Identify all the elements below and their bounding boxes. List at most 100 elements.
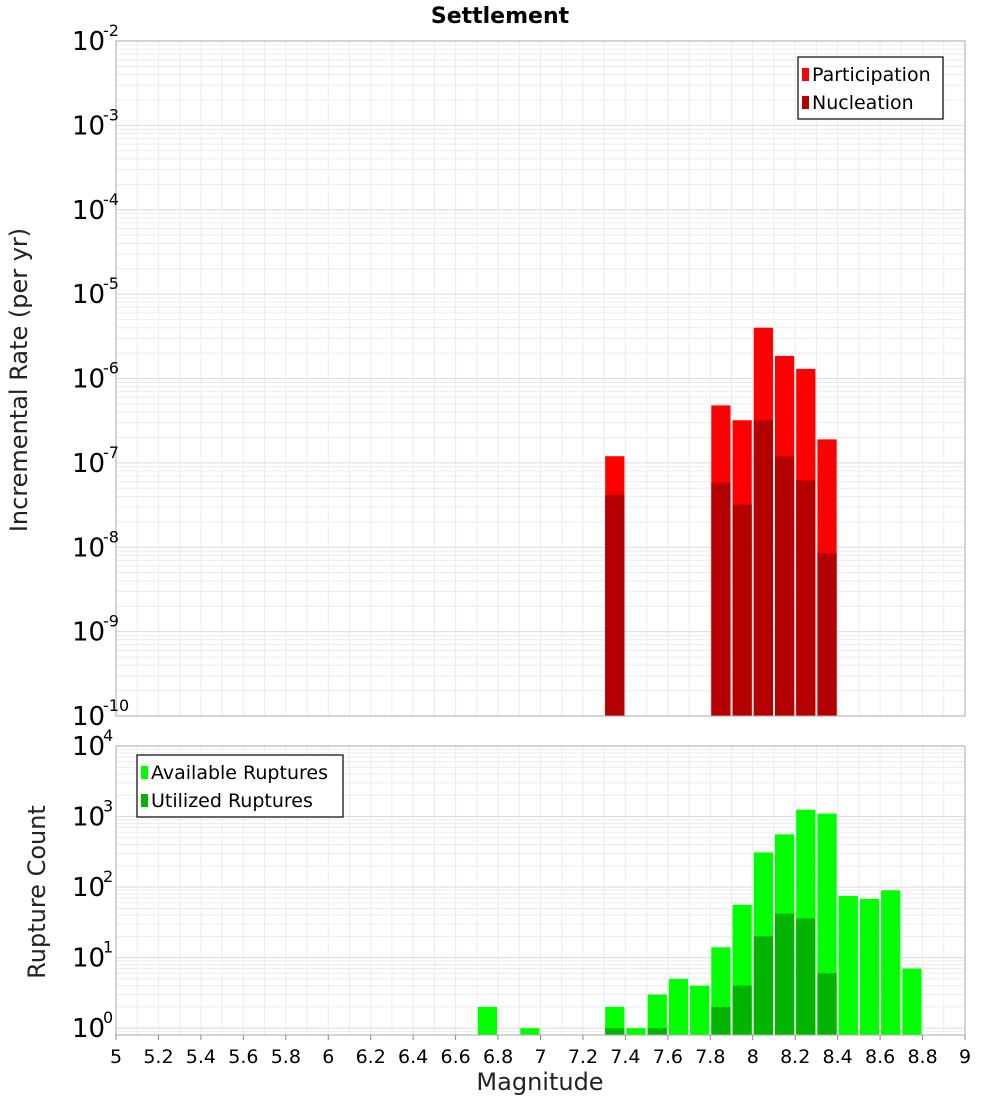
x-tick-label: 9: [959, 1046, 971, 1068]
y-tick-exponent: 0: [103, 1008, 113, 1027]
y-tick-label: 104: [72, 726, 113, 762]
y-tick-label: 100: [72, 1008, 113, 1044]
y-tick-exponent: -8: [103, 527, 119, 546]
legend-swatch: [802, 68, 809, 81]
y-tick-label: 10-2: [72, 21, 119, 57]
legend-label: Utilized Ruptures: [151, 790, 313, 812]
y-tick-label: 10-7: [72, 443, 119, 479]
x-tick-label: 7.8: [695, 1046, 725, 1068]
legend-label: Participation: [812, 64, 931, 86]
legend-label: Nucleation: [812, 92, 914, 114]
bottom-bars: [477, 809, 922, 1035]
y-tick-label: 10-5: [72, 274, 119, 310]
bar-available-ruptures: [477, 1006, 498, 1035]
x-tick-label: 6.6: [440, 1046, 470, 1068]
bar-available-ruptures: [838, 895, 858, 1035]
bar-available-ruptures: [647, 994, 667, 1035]
y-tick-label: 10-8: [72, 527, 119, 563]
bottom-y-axis-label: Rupture Count: [23, 805, 51, 979]
bar-utilized-ruptures: [732, 985, 752, 1035]
top-plot-border: [115, 40, 966, 717]
bar-nucleation: [817, 553, 837, 716]
bar-utilized-ruptures: [774, 913, 795, 1035]
y-tick-exponent: 4: [103, 726, 113, 745]
legend-swatch: [802, 96, 809, 109]
x-tick-label: 8.4: [823, 1046, 853, 1068]
y-tick-label: 10-6: [72, 359, 119, 395]
x-tick-label: 5.8: [271, 1046, 301, 1068]
y-tick-exponent: -5: [103, 274, 119, 293]
y-tick-label: 101: [72, 938, 113, 974]
x-tick-label: 8.2: [780, 1046, 810, 1068]
y-tick-label: 10-9: [72, 612, 119, 648]
y-tick-base: 10: [72, 196, 105, 226]
bar-utilized-ruptures: [796, 918, 816, 1035]
y-tick-exponent: -3: [103, 105, 119, 124]
y-tick-base: 10: [72, 803, 105, 833]
x-axis-label: Magnitude: [476, 1068, 603, 1096]
y-tick-exponent: -10: [103, 696, 129, 715]
y-tick-exponent: -6: [103, 359, 119, 378]
top-panel: 10-210-310-410-510-610-710-810-910-10 In…: [5, 21, 966, 732]
x-tick-label: 5.2: [143, 1046, 173, 1068]
legend-swatch: [141, 794, 148, 807]
y-tick-base: 10: [72, 365, 105, 395]
y-tick-label: 102: [72, 867, 113, 903]
bar-utilized-ruptures: [647, 1028, 667, 1035]
legend-box: [797, 56, 944, 120]
y-tick-base: 10: [72, 702, 105, 732]
bottom-x-ticks: 5 5.2 5.4 5.6 5.8 6 6.2 6.4 6.6 6.8 7 7.2 7.4 7.6 7.8 8…: [110, 1035, 971, 1068]
x-tick-label: 7.4: [610, 1046, 640, 1068]
bar-available-ruptures: [881, 890, 901, 1035]
y-tick-base: 10: [72, 280, 105, 310]
y-tick-base: 10: [72, 27, 105, 57]
y-tick-base: 10: [72, 111, 105, 141]
bar-nucleation: [732, 504, 752, 716]
x-tick-label: 6.8: [483, 1046, 513, 1068]
y-tick-base: 10: [72, 1014, 105, 1044]
bar-nucleation: [774, 456, 795, 716]
y-tick-exponent: 1: [103, 938, 113, 957]
x-tick-label: 8.6: [865, 1046, 895, 1068]
x-tick-label: 8.8: [907, 1046, 937, 1068]
y-tick-exponent: 3: [103, 797, 113, 816]
y-tick-label: 10-3: [72, 105, 119, 141]
bar-available-ruptures: [605, 1006, 625, 1035]
y-tick-exponent: -9: [103, 612, 119, 631]
bar-available-ruptures: [859, 898, 880, 1035]
y-tick-base: 10: [72, 944, 105, 974]
x-tick-label: 7.6: [653, 1046, 683, 1068]
bar-available-ruptures: [668, 978, 689, 1035]
bar-nucleation: [605, 494, 625, 716]
bar-nucleation: [753, 420, 773, 716]
y-tick-base: 10: [72, 533, 105, 563]
bar-nucleation: [796, 480, 816, 716]
top-legend: Participation Nucleation: [797, 56, 944, 120]
legend-swatch: [141, 766, 148, 779]
top-y-ticks: 10-210-310-410-510-610-710-810-910-10: [72, 21, 129, 732]
y-tick-base: 10: [72, 732, 105, 762]
y-tick-label: 103: [72, 797, 113, 833]
bar-utilized-ruptures: [605, 1028, 625, 1035]
x-tick-label: 7.2: [568, 1046, 598, 1068]
legend-label: Available Ruptures: [151, 762, 328, 784]
y-tick-exponent: -4: [103, 190, 119, 209]
bar-available-ruptures: [626, 1028, 646, 1035]
bar-available-ruptures: [520, 1028, 540, 1035]
y-tick-base: 10: [72, 449, 105, 479]
y-tick-label: 10-4: [72, 190, 119, 226]
bar-available-ruptures: [902, 968, 922, 1035]
x-tick-label: 6.2: [356, 1046, 386, 1068]
top-y-axis-label: Incremental Rate (per yr): [5, 228, 33, 532]
bar-utilized-ruptures: [711, 1006, 731, 1035]
y-tick-exponent: -7: [103, 443, 119, 462]
bar-nucleation: [711, 482, 731, 716]
top-grid: [115, 41, 966, 717]
bar-utilized-ruptures: [817, 973, 837, 1035]
bar-utilized-ruptures: [753, 936, 773, 1035]
top-bars: [605, 327, 837, 716]
x-tick-label: 8: [747, 1046, 759, 1068]
y-tick-label: 10-10: [72, 696, 129, 732]
